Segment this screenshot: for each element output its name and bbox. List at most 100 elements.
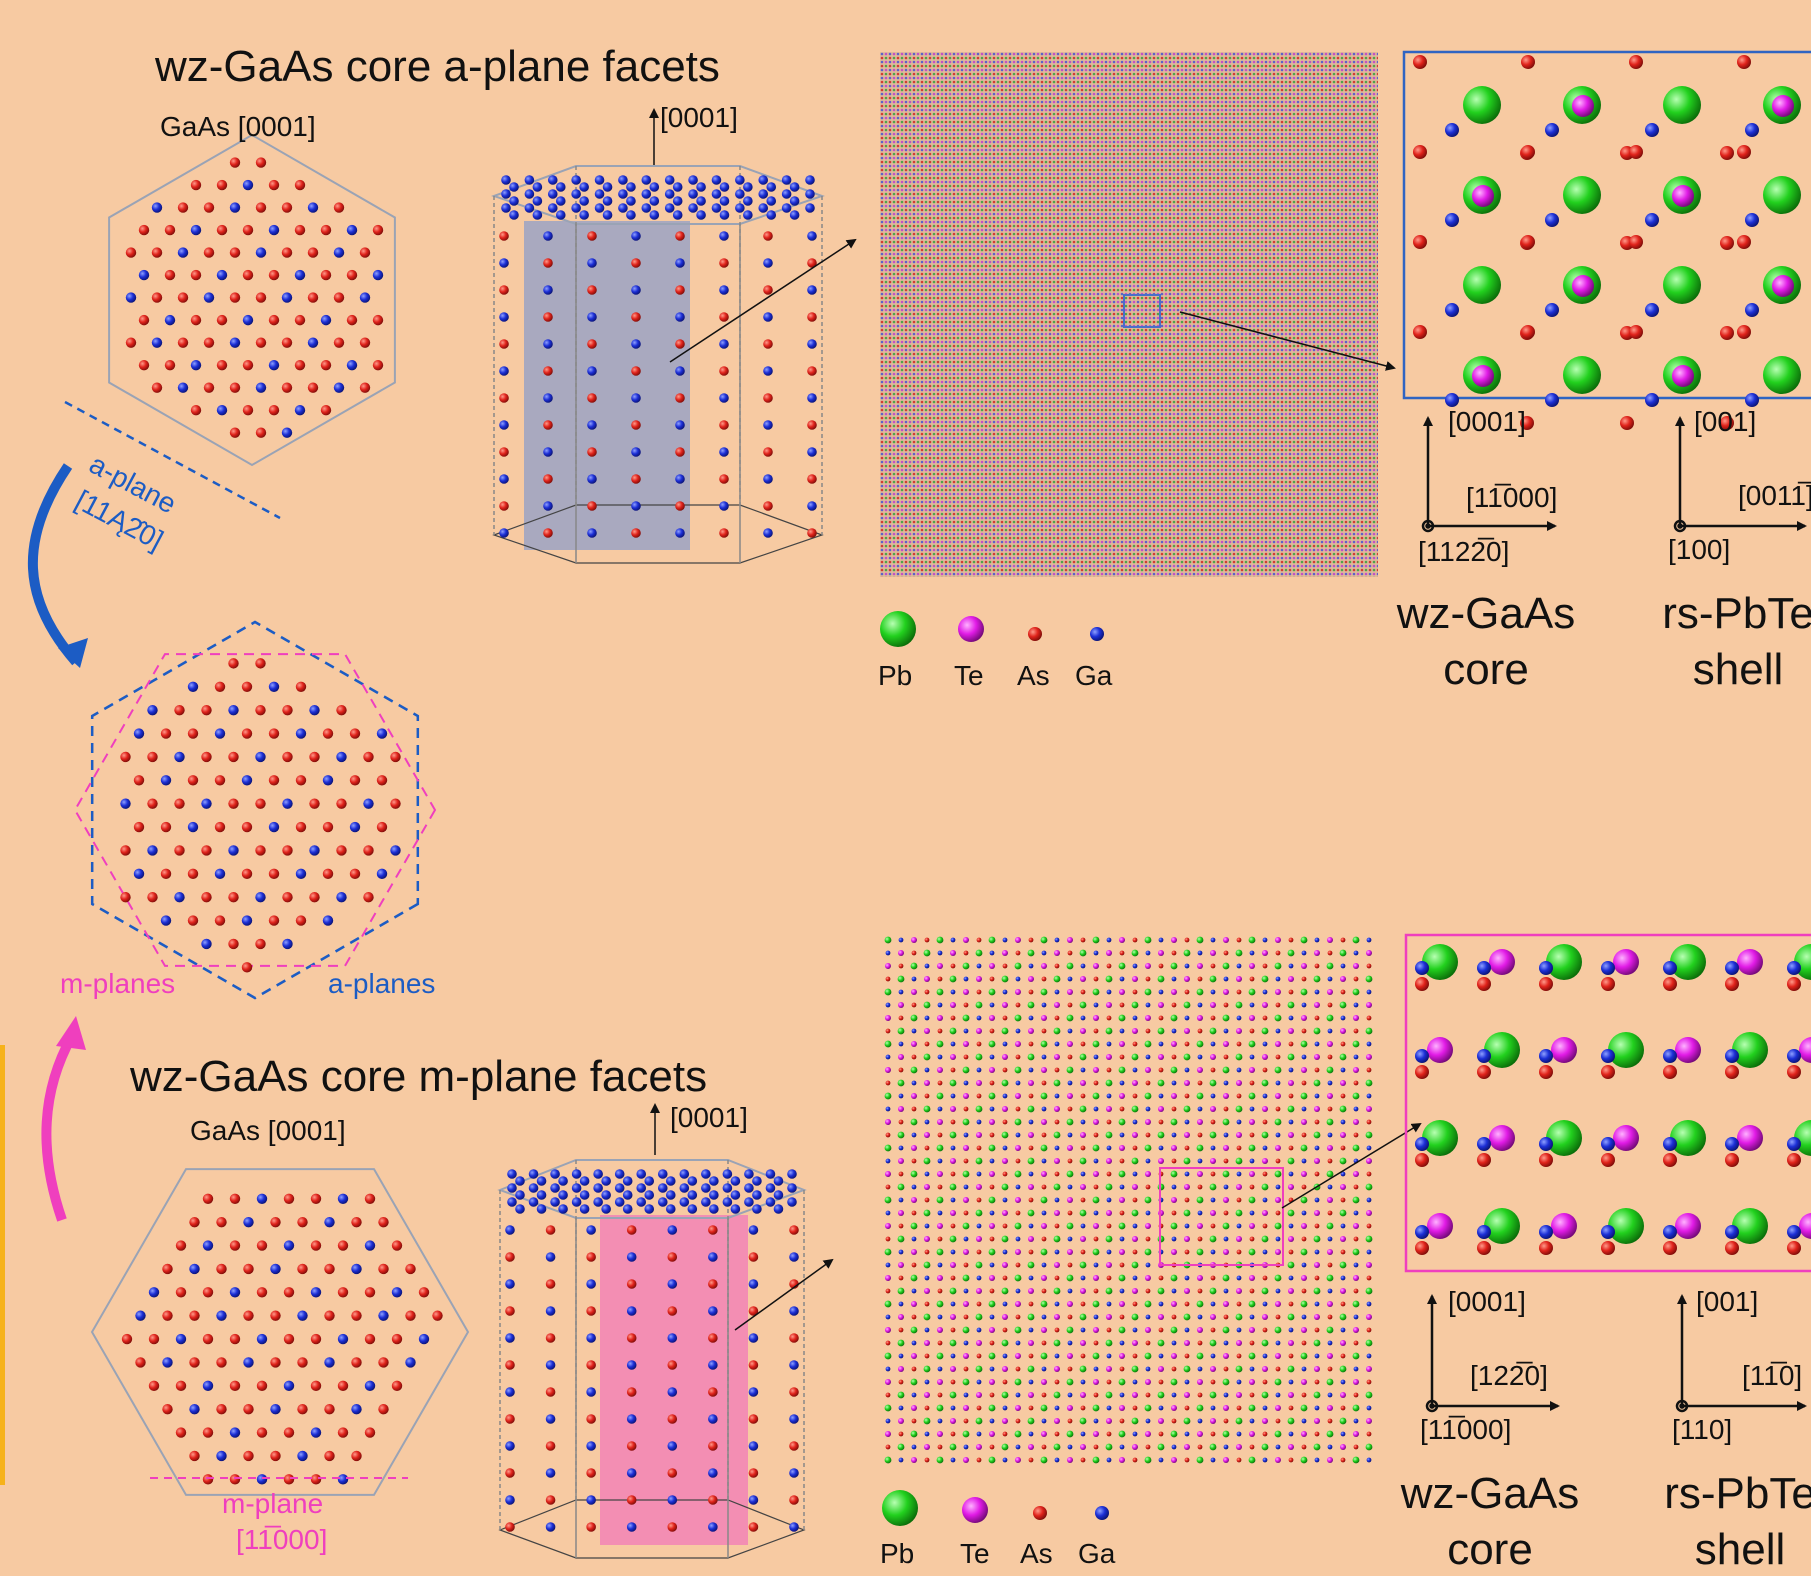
as-atom [1184, 1197, 1190, 1203]
ga-atom [507, 1183, 517, 1193]
ga-atom [1119, 976, 1125, 982]
te-atom [1015, 1249, 1021, 1255]
ga-atom [283, 1380, 295, 1392]
as-atom [911, 1106, 917, 1112]
as-atom [587, 339, 597, 349]
ga-atom [1601, 1225, 1615, 1239]
as-atom [1067, 950, 1073, 956]
as-atom [963, 1418, 969, 1424]
pb-atom [1248, 1040, 1256, 1048]
ga-atom [679, 1197, 690, 1207]
te-atom [1054, 1158, 1060, 1164]
ga-atom [1145, 1210, 1151, 1216]
as-atom [1327, 1002, 1333, 1008]
te-atom [1236, 1288, 1242, 1294]
te-atom [1314, 1054, 1320, 1060]
pb-atom [1170, 1274, 1178, 1282]
te-atom [1353, 1015, 1359, 1021]
as-atom [898, 1327, 904, 1333]
ga-atom [667, 1333, 678, 1343]
as-atom [1249, 1080, 1255, 1086]
ga-atom [283, 1240, 295, 1251]
as-atom [1249, 1132, 1255, 1138]
ga-atom [664, 175, 675, 185]
ga-atom [1041, 1210, 1047, 1216]
pb-atom [1248, 1144, 1256, 1152]
as-atom [989, 1132, 995, 1138]
pb-atom [1248, 936, 1256, 944]
as-atom [337, 1240, 349, 1251]
ga-atom [1275, 976, 1281, 982]
pb-atom [884, 1040, 892, 1048]
te-atom [885, 1223, 891, 1229]
as-atom [189, 1216, 200, 1228]
ga-atom [709, 1204, 719, 1214]
te-atom [1015, 1093, 1021, 1099]
te-atom [1262, 1002, 1268, 1008]
ga-atom [765, 1197, 776, 1207]
ga-atom [1080, 963, 1086, 969]
as-atom [937, 1340, 943, 1346]
te-atom [1223, 1301, 1229, 1307]
ga-atom [1171, 1288, 1177, 1294]
pb-atom [1157, 1079, 1165, 1087]
as-atom [1054, 963, 1060, 969]
te-atom [1275, 1145, 1281, 1151]
ga-atom [976, 1379, 982, 1385]
ga-atom [1340, 1327, 1346, 1333]
as-atom [1521, 55, 1535, 69]
te-atom [1223, 1093, 1229, 1099]
as-atom [1028, 937, 1034, 943]
te-atom [1054, 950, 1060, 956]
as-atom [1080, 1041, 1086, 1047]
as-atom [270, 1310, 281, 1321]
ga-atom [1314, 937, 1320, 943]
pb-atom [962, 1378, 970, 1386]
ga-atom [587, 312, 597, 322]
as-atom [763, 339, 773, 349]
as-atom [229, 157, 241, 168]
as-atom [187, 728, 199, 739]
ga-atom [789, 182, 800, 192]
as-atom [307, 247, 319, 258]
te-atom [1002, 1314, 1008, 1320]
as-atom [1197, 976, 1203, 982]
pb-atom [1196, 936, 1204, 944]
as-atom [911, 1262, 917, 1268]
te-atom [950, 1158, 956, 1164]
as-atom [242, 404, 254, 416]
ga-atom [1002, 1353, 1008, 1359]
as-atom [543, 474, 553, 484]
as-atom [324, 1263, 335, 1275]
te-atom [1002, 1002, 1008, 1008]
pb-atom [1105, 1339, 1113, 1347]
as-atom [1236, 1197, 1242, 1203]
as-atom [1366, 1275, 1372, 1281]
pb-atom [1300, 1144, 1308, 1152]
pb-atom [1248, 988, 1256, 996]
ga-atom [766, 196, 777, 206]
ga-atom [937, 1210, 943, 1216]
te-atom [989, 1379, 995, 1385]
as-atom [255, 798, 266, 809]
te-atom [1132, 1340, 1138, 1346]
ga-atom [763, 528, 773, 538]
as-atom [1028, 1197, 1034, 1203]
ga-atom [1015, 1184, 1021, 1190]
ga-atom [1132, 1015, 1138, 1021]
te-atom [1288, 1132, 1294, 1138]
as-atom [1028, 1301, 1034, 1307]
ga-atom [499, 312, 509, 322]
ga-atom [1093, 1002, 1099, 1008]
pb-atom [1235, 1313, 1243, 1321]
ga-atom [789, 1306, 799, 1316]
as-atom [924, 1405, 930, 1411]
te-atom [1340, 1444, 1346, 1450]
ga-atom [752, 1204, 762, 1214]
ga-atom [1745, 123, 1759, 137]
as-atom [789, 1387, 799, 1397]
pb-atom [949, 1079, 957, 1087]
as-atom [1288, 1041, 1294, 1047]
te-atom [1236, 1080, 1242, 1086]
ga-atom [1262, 989, 1268, 995]
